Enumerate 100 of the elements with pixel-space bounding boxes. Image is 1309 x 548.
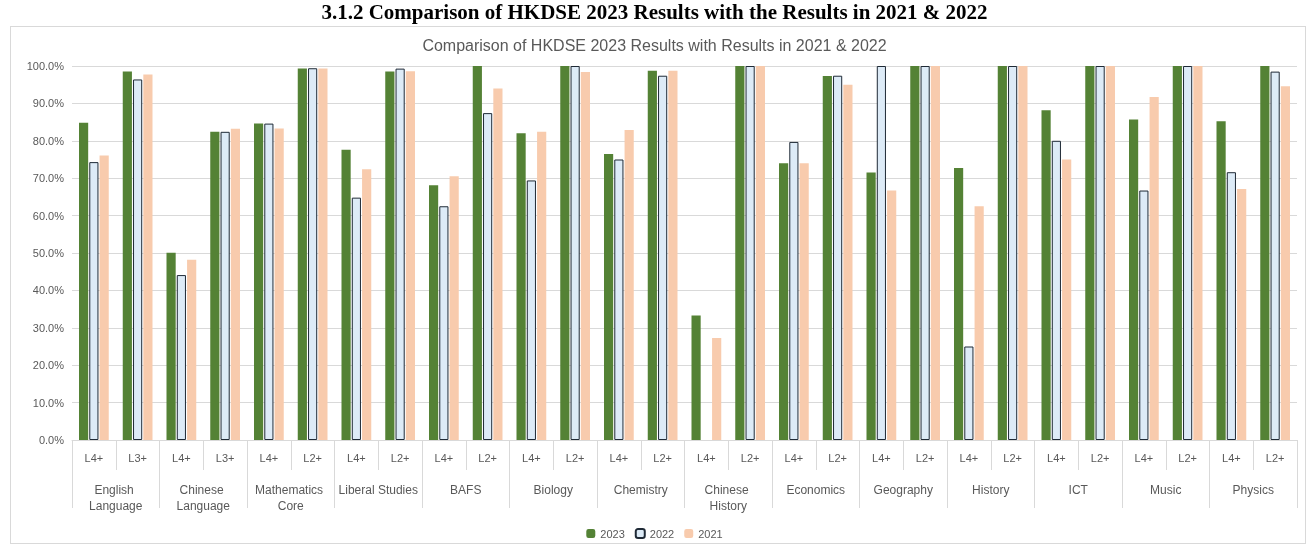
x-tick-label: L2+ <box>1090 451 1110 464</box>
y-tick-label: 100.0% <box>26 60 65 72</box>
bar <box>604 153 614 440</box>
bar <box>1008 66 1018 440</box>
x-tick-label: L4+ <box>522 451 541 464</box>
bar <box>964 346 974 440</box>
bar <box>779 163 789 440</box>
bar <box>887 190 897 440</box>
x-tick-label: L4+ <box>1222 451 1241 464</box>
bar <box>920 66 930 440</box>
y-tick-label: 0.0% <box>38 434 65 446</box>
bar <box>745 66 755 440</box>
bar <box>580 71 590 440</box>
chart-title: Comparison of HKDSE 2023 Results with Results in 2021 & 2022 <box>422 36 887 54</box>
bar <box>220 131 230 440</box>
bar <box>297 68 307 440</box>
text: BAFS <box>450 483 482 497</box>
bar <box>1095 66 1105 440</box>
bar <box>624 129 634 440</box>
text: Economics <box>786 483 846 497</box>
y-tick-label: 80.0% <box>32 134 65 147</box>
bar <box>954 168 964 440</box>
bar <box>143 74 153 440</box>
bar <box>1280 86 1290 440</box>
x-tick-label: L4+ <box>347 451 366 464</box>
x-tick-label: L4+ <box>84 451 104 464</box>
bar <box>516 133 526 440</box>
bar <box>405 71 415 440</box>
x-tick-label: L4+ <box>784 451 804 464</box>
bar <box>1041 110 1051 440</box>
bar <box>526 180 536 440</box>
text: Mathematics Core <box>255 483 327 513</box>
y-tick-label: 90.0% <box>32 97 65 110</box>
bar <box>866 172 876 440</box>
bar <box>1237 189 1247 440</box>
legend-label: 2022 <box>649 527 675 540</box>
bar <box>537 131 547 440</box>
bar <box>1062 159 1072 440</box>
bar <box>1018 66 1028 440</box>
bar <box>429 185 439 440</box>
bar <box>1149 97 1159 440</box>
x-tick-label: L2+ <box>390 451 410 464</box>
bar <box>712 337 722 440</box>
bar <box>318 68 328 440</box>
text: Music <box>1150 483 1182 497</box>
bar <box>79 122 89 440</box>
bar <box>570 66 580 440</box>
bar <box>755 66 765 440</box>
x-tick-label: L4+ <box>697 451 716 464</box>
bar <box>1105 66 1115 440</box>
bar <box>1216 121 1226 440</box>
x-tick-label: L2+ <box>565 451 585 464</box>
bar <box>735 66 745 440</box>
bar <box>974 206 984 440</box>
bar <box>1085 66 1095 440</box>
bar <box>833 75 843 440</box>
bar <box>691 315 701 440</box>
text: Liberal Studies <box>338 483 418 497</box>
bar <box>843 84 853 440</box>
x-tick-label: L4+ <box>872 451 891 464</box>
legend-label: 2023 <box>600 527 625 540</box>
y-tick-label: 70.0% <box>32 172 65 185</box>
x-tick-label: L2+ <box>828 451 847 464</box>
x-tick-label: L4+ <box>959 451 979 464</box>
bar <box>351 197 361 440</box>
bar <box>308 68 318 440</box>
bar <box>254 123 264 440</box>
bar <box>930 66 940 440</box>
text: Biology <box>533 483 573 497</box>
bar <box>799 163 809 440</box>
bar <box>668 70 678 440</box>
bar <box>385 71 395 440</box>
text: 3.1.2 Comparison of HKDSE 2023 Results with the Results in 2021 & 2022 <box>320 0 989 25</box>
y-tick-label: 20.0% <box>32 359 65 372</box>
bar <box>1226 172 1236 440</box>
bar <box>274 128 284 440</box>
x-tick-label: L4+ <box>434 451 454 464</box>
bar <box>187 259 197 440</box>
bar <box>89 162 99 440</box>
bar <box>1172 66 1182 440</box>
bar <box>133 79 143 440</box>
x-tick-label: L2+ <box>478 451 497 464</box>
x-tick-label: L2+ <box>1003 451 1022 464</box>
bar <box>1139 190 1149 440</box>
bar <box>210 131 220 440</box>
bar <box>230 128 240 440</box>
bar <box>362 169 372 440</box>
text: Chinese History <box>704 483 752 513</box>
x-tick-label: L3+ <box>215 451 235 464</box>
bar <box>166 252 176 440</box>
bar <box>997 66 1007 440</box>
text: Chemistry <box>613 483 668 497</box>
y-tick-label: 30.0% <box>32 321 65 334</box>
bar <box>341 149 351 440</box>
bar <box>560 66 570 440</box>
bar <box>493 88 503 440</box>
text: Physics <box>1232 483 1274 497</box>
y-tick-label: 60.0% <box>32 209 65 222</box>
x-tick-label: L4+ <box>609 451 629 464</box>
bar <box>449 176 459 440</box>
